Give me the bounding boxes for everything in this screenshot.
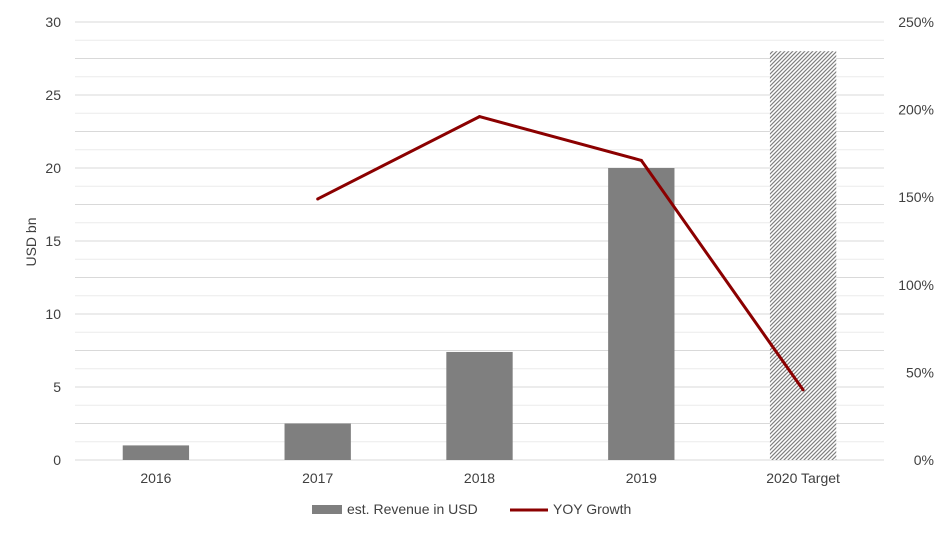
yoy-growth-point [639,158,643,162]
x-tick-label: 2018 [464,470,495,486]
y-tick-label: 30 [45,14,61,30]
y2-tick-label: 250% [898,14,934,30]
legend-label-growth: YOY Growth [553,501,631,517]
x-axis-ticks: 2016 2017 2018 2019 2020 Target [140,470,840,486]
x-tick-label: 2020 Target [766,470,840,486]
y2-tick-label: 0% [914,452,934,468]
y-axis-label: USD bn [23,217,39,266]
bar-series [122,51,837,460]
y-tick-label: 10 [45,306,61,322]
bar-target [769,51,837,460]
legend-swatch-revenue [312,505,342,514]
bar [446,351,513,460]
line-series [316,115,805,392]
yoy-growth-point [478,115,481,119]
y2-tick-label: 200% [898,102,934,118]
yoy-growth-point [801,388,805,392]
yoy-growth-point [316,197,320,201]
bar [284,423,351,460]
y-tick-label: 15 [45,233,61,249]
right-axis-ticks: 0% 50% 100% 150% 200% 250% [898,14,934,468]
y-tick-label: 25 [45,87,61,103]
y-tick-label: 0 [53,452,61,468]
x-tick-label: 2016 [140,470,171,486]
bar [122,445,190,460]
y2-tick-label: 150% [898,189,934,205]
yoy-growth-line [317,115,805,391]
legend: est. Revenue in USD YOY Growth [312,501,631,517]
gridlines [75,21,884,461]
legend-label-revenue: est. Revenue in USD [347,501,478,517]
y2-tick-label: 50% [906,364,934,380]
y-tick-label: 20 [45,160,61,176]
left-axis-ticks: 0 5 10 15 20 25 30 [45,14,61,468]
bar [608,168,675,460]
x-tick-label: 2019 [626,470,657,486]
y-tick-label: 5 [53,379,61,395]
y2-tick-label: 100% [898,277,934,293]
x-tick-label: 2017 [302,470,333,486]
